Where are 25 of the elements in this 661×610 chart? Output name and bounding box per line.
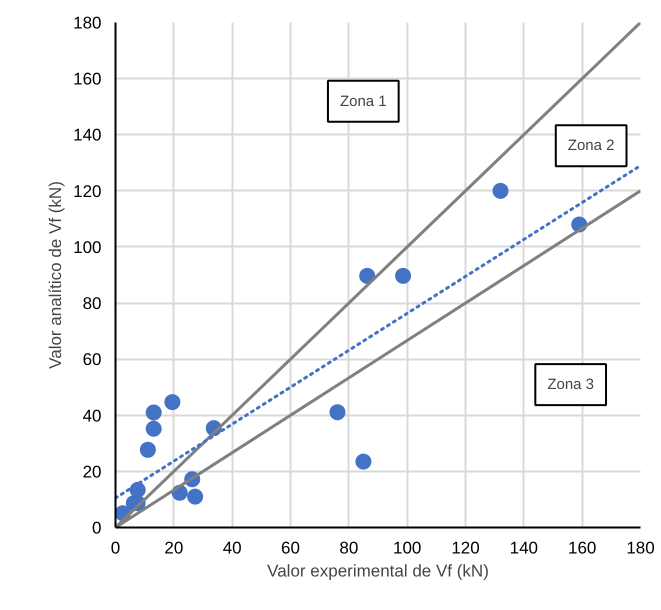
y-tick-label: 80 <box>82 294 102 314</box>
annotation: Zona 3 <box>547 376 594 394</box>
y-tick-label: 120 <box>73 182 102 201</box>
x-tick-label: 100 <box>392 538 422 558</box>
x-tick-label: 20 <box>164 538 184 558</box>
annotation: Zona 2 <box>568 137 615 154</box>
y-tick-label: 20 <box>82 462 102 482</box>
x-tick-label: 160 <box>568 538 596 558</box>
y-tick-label: 180 <box>73 14 102 32</box>
y-tick-label: 60 <box>82 350 102 370</box>
x-axis-title: Valor experimental de Vf (kN) <box>267 562 489 580</box>
x-tick-label: 60 <box>281 538 300 558</box>
x-tick-label: 180 <box>626 538 655 558</box>
x-tick-label: 80 <box>339 538 358 558</box>
y-tick-label: 40 <box>82 406 102 426</box>
y-tick-label: 160 <box>73 70 102 89</box>
annotation: Zona 1 <box>340 92 387 110</box>
x-tick-label: 0 <box>110 538 120 558</box>
x-tick-label: 140 <box>510 538 538 558</box>
y-tick-label: 100 <box>73 238 102 257</box>
x-tick-label: 40 <box>222 538 242 558</box>
y-tick-label: 0 <box>92 518 102 538</box>
x-tick-label: 120 <box>451 538 480 558</box>
y-axis-title: Valor analítico de Vf (kN) <box>46 181 66 369</box>
y-tick-label: 140 <box>73 126 102 145</box>
